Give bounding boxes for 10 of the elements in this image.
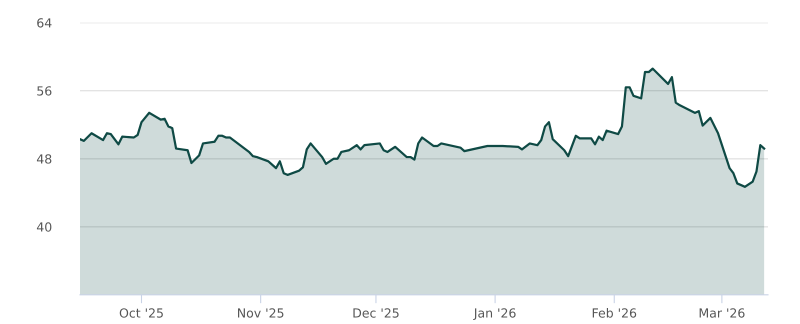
x-tick-label: Mar '26 [700,308,745,318]
y-tick-label: 48 [36,154,52,164]
y-tick-label: 56 [37,86,52,96]
y-tick-label: 64 [37,18,52,28]
x-tick-label: Feb '26 [592,308,636,318]
x-tick-label: Jan '26 [473,308,516,320]
x-tick-label: Oct '25 [120,308,163,318]
x-tick-label: Nov '25 [238,308,284,318]
y-tick-label: 40 [36,222,52,232]
x-tick-label: Dec '25 [353,308,399,318]
